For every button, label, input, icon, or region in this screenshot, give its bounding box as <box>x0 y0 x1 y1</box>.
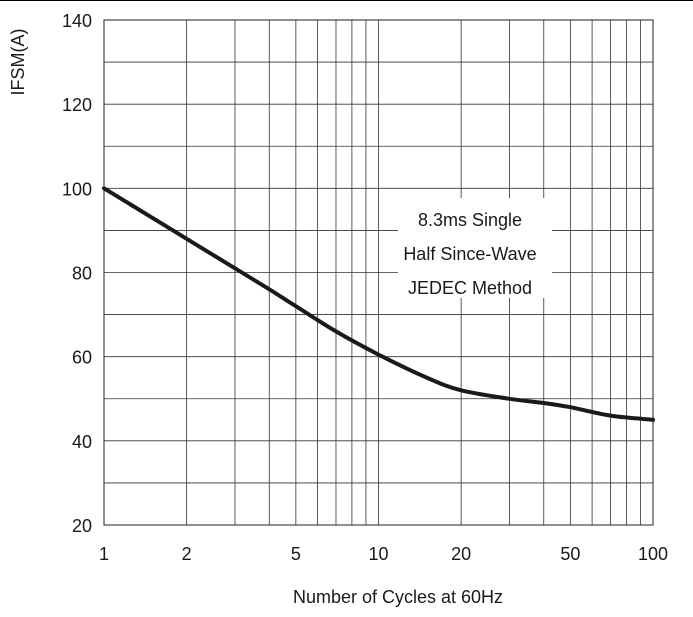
annotation-box <box>398 198 552 298</box>
series-line <box>102 186 655 422</box>
y-tick-label: 80 <box>72 264 92 284</box>
y-tick-label: 140 <box>62 11 92 31</box>
y-tick-label: 100 <box>62 179 92 199</box>
series-group <box>102 186 655 422</box>
x-tick-labels: 1 2 5 10 20 50 100 <box>99 544 668 564</box>
x-tick-label: 100 <box>638 544 668 564</box>
x-tick-label: 50 <box>560 544 580 564</box>
annotation: 8.3ms Single Half Since-Wave JEDEC Method <box>403 210 536 298</box>
annotation-line: JEDEC Method <box>408 278 532 298</box>
x-axis-title: Number of Cycles at 60Hz <box>293 587 503 607</box>
y-tick-label: 60 <box>72 348 92 368</box>
x-tick-label: 5 <box>291 544 301 564</box>
x-tick-label: 20 <box>451 544 471 564</box>
plot-frame <box>103 19 654 526</box>
y-tick-label: 40 <box>72 432 92 452</box>
x-tick-label: 1 <box>99 544 109 564</box>
y-tick-label: 20 <box>72 516 92 536</box>
y-axis-title: IFSM(A) <box>8 29 28 96</box>
x-tick-label: 2 <box>182 544 192 564</box>
annotation-line: Half Since-Wave <box>403 244 536 264</box>
top-border <box>0 0 693 1</box>
y-tick-label: 120 <box>62 95 92 115</box>
annotation-line: 8.3ms Single <box>418 210 522 230</box>
y-tick-labels: 20 40 60 80 100 120 140 <box>62 11 92 536</box>
grid <box>104 20 653 525</box>
x-tick-label: 10 <box>368 544 388 564</box>
